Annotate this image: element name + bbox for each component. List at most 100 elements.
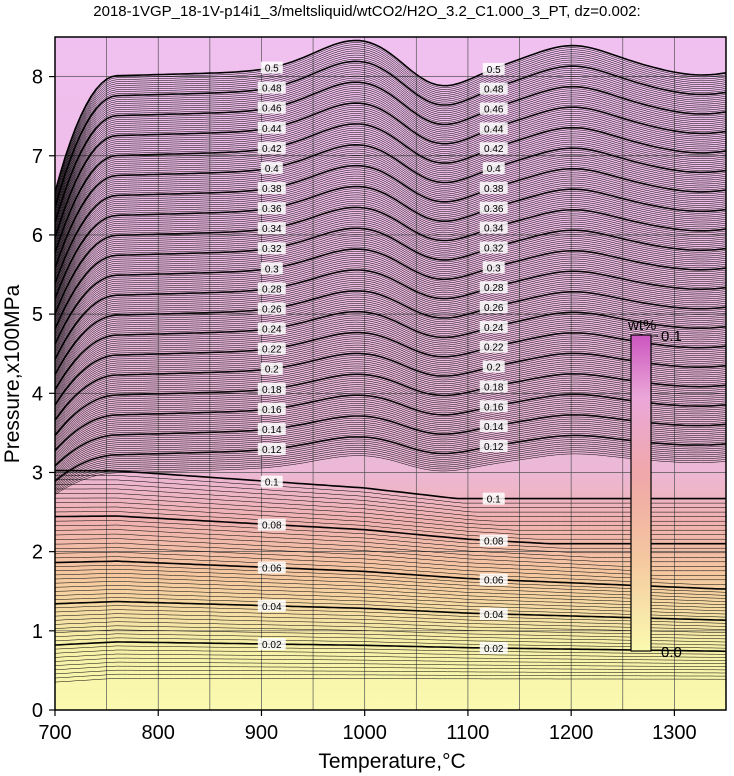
contour-line-minor [55, 194, 726, 305]
y-tick-label: 1 [32, 621, 43, 643]
contour-label-text: 0.16 [484, 402, 504, 413]
contour-label-bg [482, 261, 505, 274]
contour-line-minor [55, 573, 726, 599]
contour-label: 0.46 [479, 102, 508, 116]
contour-line-minor [55, 645, 726, 655]
contour-line-minor [55, 497, 726, 526]
contour-label-text: 0.08 [484, 537, 504, 548]
y-axis-ticks: 0 1 2 3 4 5 6 7 8 [32, 67, 55, 722]
contour-line-minor [55, 678, 726, 683]
contour-label: 0.3 [260, 262, 283, 275]
contour-line-minor [55, 669, 726, 675]
contour-line-minor [55, 330, 726, 404]
contour-label-bg [479, 607, 508, 620]
contour-line-minor [55, 65, 726, 211]
contour-line-minor [55, 511, 726, 540]
contour-line-minor [55, 357, 726, 424]
contour-label-bg [257, 599, 286, 612]
contour-line-minor [55, 161, 726, 281]
contour-line-minor [55, 125, 726, 255]
contour-line-major [55, 560, 726, 590]
contour-label-text: 0.48 [484, 85, 504, 96]
contour-label-text: 0.42 [262, 144, 282, 155]
contour-line-minor [55, 257, 726, 351]
contour-label-text: 0.28 [484, 283, 504, 294]
contour-line-minor [55, 198, 726, 308]
contour-line-minor [55, 90, 726, 229]
contour-line-minor [55, 346, 726, 416]
contour-line-minor [55, 282, 726, 369]
contour-line-minor [55, 340, 726, 412]
contour-line-minor [55, 138, 726, 264]
contour-label: 0.4 [260, 161, 283, 175]
contour-line-minor [55, 488, 726, 517]
contour-label-text: 0.34 [262, 224, 282, 235]
contour-label-text: 0.38 [484, 184, 504, 195]
contour-line-major [55, 39, 726, 193]
contour-label-bg [257, 222, 286, 235]
contour-line-minor [55, 88, 726, 228]
contour-labels: 0.02 0.02 0.04 0.04 0.06 0.06 0.08 0.08 0.1 0.1 0.… [257, 61, 508, 655]
contour-line-minor [55, 449, 726, 492]
contour-line-minor [55, 313, 726, 392]
contour-line-minor [55, 296, 726, 380]
contour-line-minor [55, 104, 726, 240]
contour-line-minor [55, 48, 726, 199]
contour-line-minor [55, 221, 726, 325]
contour-line-minor [55, 84, 726, 225]
contour-line-minor [55, 180, 726, 295]
contour-line-minor [55, 323, 726, 400]
contour-line-minor [55, 261, 726, 354]
contour-line-minor [55, 613, 726, 630]
x-axis-title: Temperature,°C [318, 750, 465, 773]
contour-line-minor [55, 280, 726, 368]
contour-line-minor [55, 396, 726, 453]
contour-label-bg [479, 642, 508, 655]
contour-line-minor [55, 223, 726, 327]
contour-line-minor [55, 44, 726, 196]
contour-label-bg [479, 122, 508, 135]
contour-line-major [55, 248, 726, 345]
contour-label-bg [479, 439, 508, 452]
contour-line-minor [55, 336, 726, 409]
contour-line-minor [55, 73, 726, 217]
contour-line-minor [55, 169, 726, 287]
contour-line-minor [55, 171, 726, 289]
contour-label-bg [260, 161, 283, 174]
contour-line-minor [55, 294, 726, 378]
contour-label-bg [257, 302, 286, 315]
contour-label: 0.14 [257, 422, 286, 436]
contour-line-minor [55, 106, 726, 241]
colorbar: wt% 0.1 0.0 [627, 317, 682, 661]
contour-label-text: 0.04 [484, 610, 504, 621]
contour-label: 0.1 [260, 475, 283, 489]
contour-line-minor [55, 305, 726, 386]
contour-line-minor [55, 334, 726, 407]
contour-line-minor [55, 284, 726, 371]
contour-label-text: 0.24 [484, 323, 504, 334]
contour-line-minor [55, 551, 726, 581]
contour-label: 0.2 [482, 360, 505, 374]
contour-line-major [55, 469, 726, 500]
contour-label: 0.28 [479, 281, 508, 294]
contour-line-minor [55, 319, 726, 397]
contour-label: 0.32 [479, 241, 508, 254]
contour-line-major [55, 102, 726, 239]
contour-line-minor [55, 351, 726, 419]
contour-label-text: 0.24 [262, 325, 282, 336]
contour-label-text: 0.36 [484, 204, 504, 215]
contour-label-bg [482, 162, 505, 175]
contour-label-bg [257, 561, 286, 574]
contour-line-minor [55, 173, 726, 290]
contour-line-minor [55, 410, 726, 463]
contour-label: 0.5 [482, 62, 505, 76]
contour-line-minor [55, 502, 726, 531]
contour-label-text: 0.4 [265, 164, 279, 175]
contour-line-minor [55, 605, 726, 624]
contour-label: 0.04 [257, 599, 286, 613]
contour-line-minor [55, 117, 726, 249]
contour-label-text: 0.42 [484, 144, 504, 155]
contour-label-text: 0.36 [262, 204, 282, 215]
contour-line-minor [55, 67, 726, 212]
contour-line-minor [55, 196, 726, 307]
